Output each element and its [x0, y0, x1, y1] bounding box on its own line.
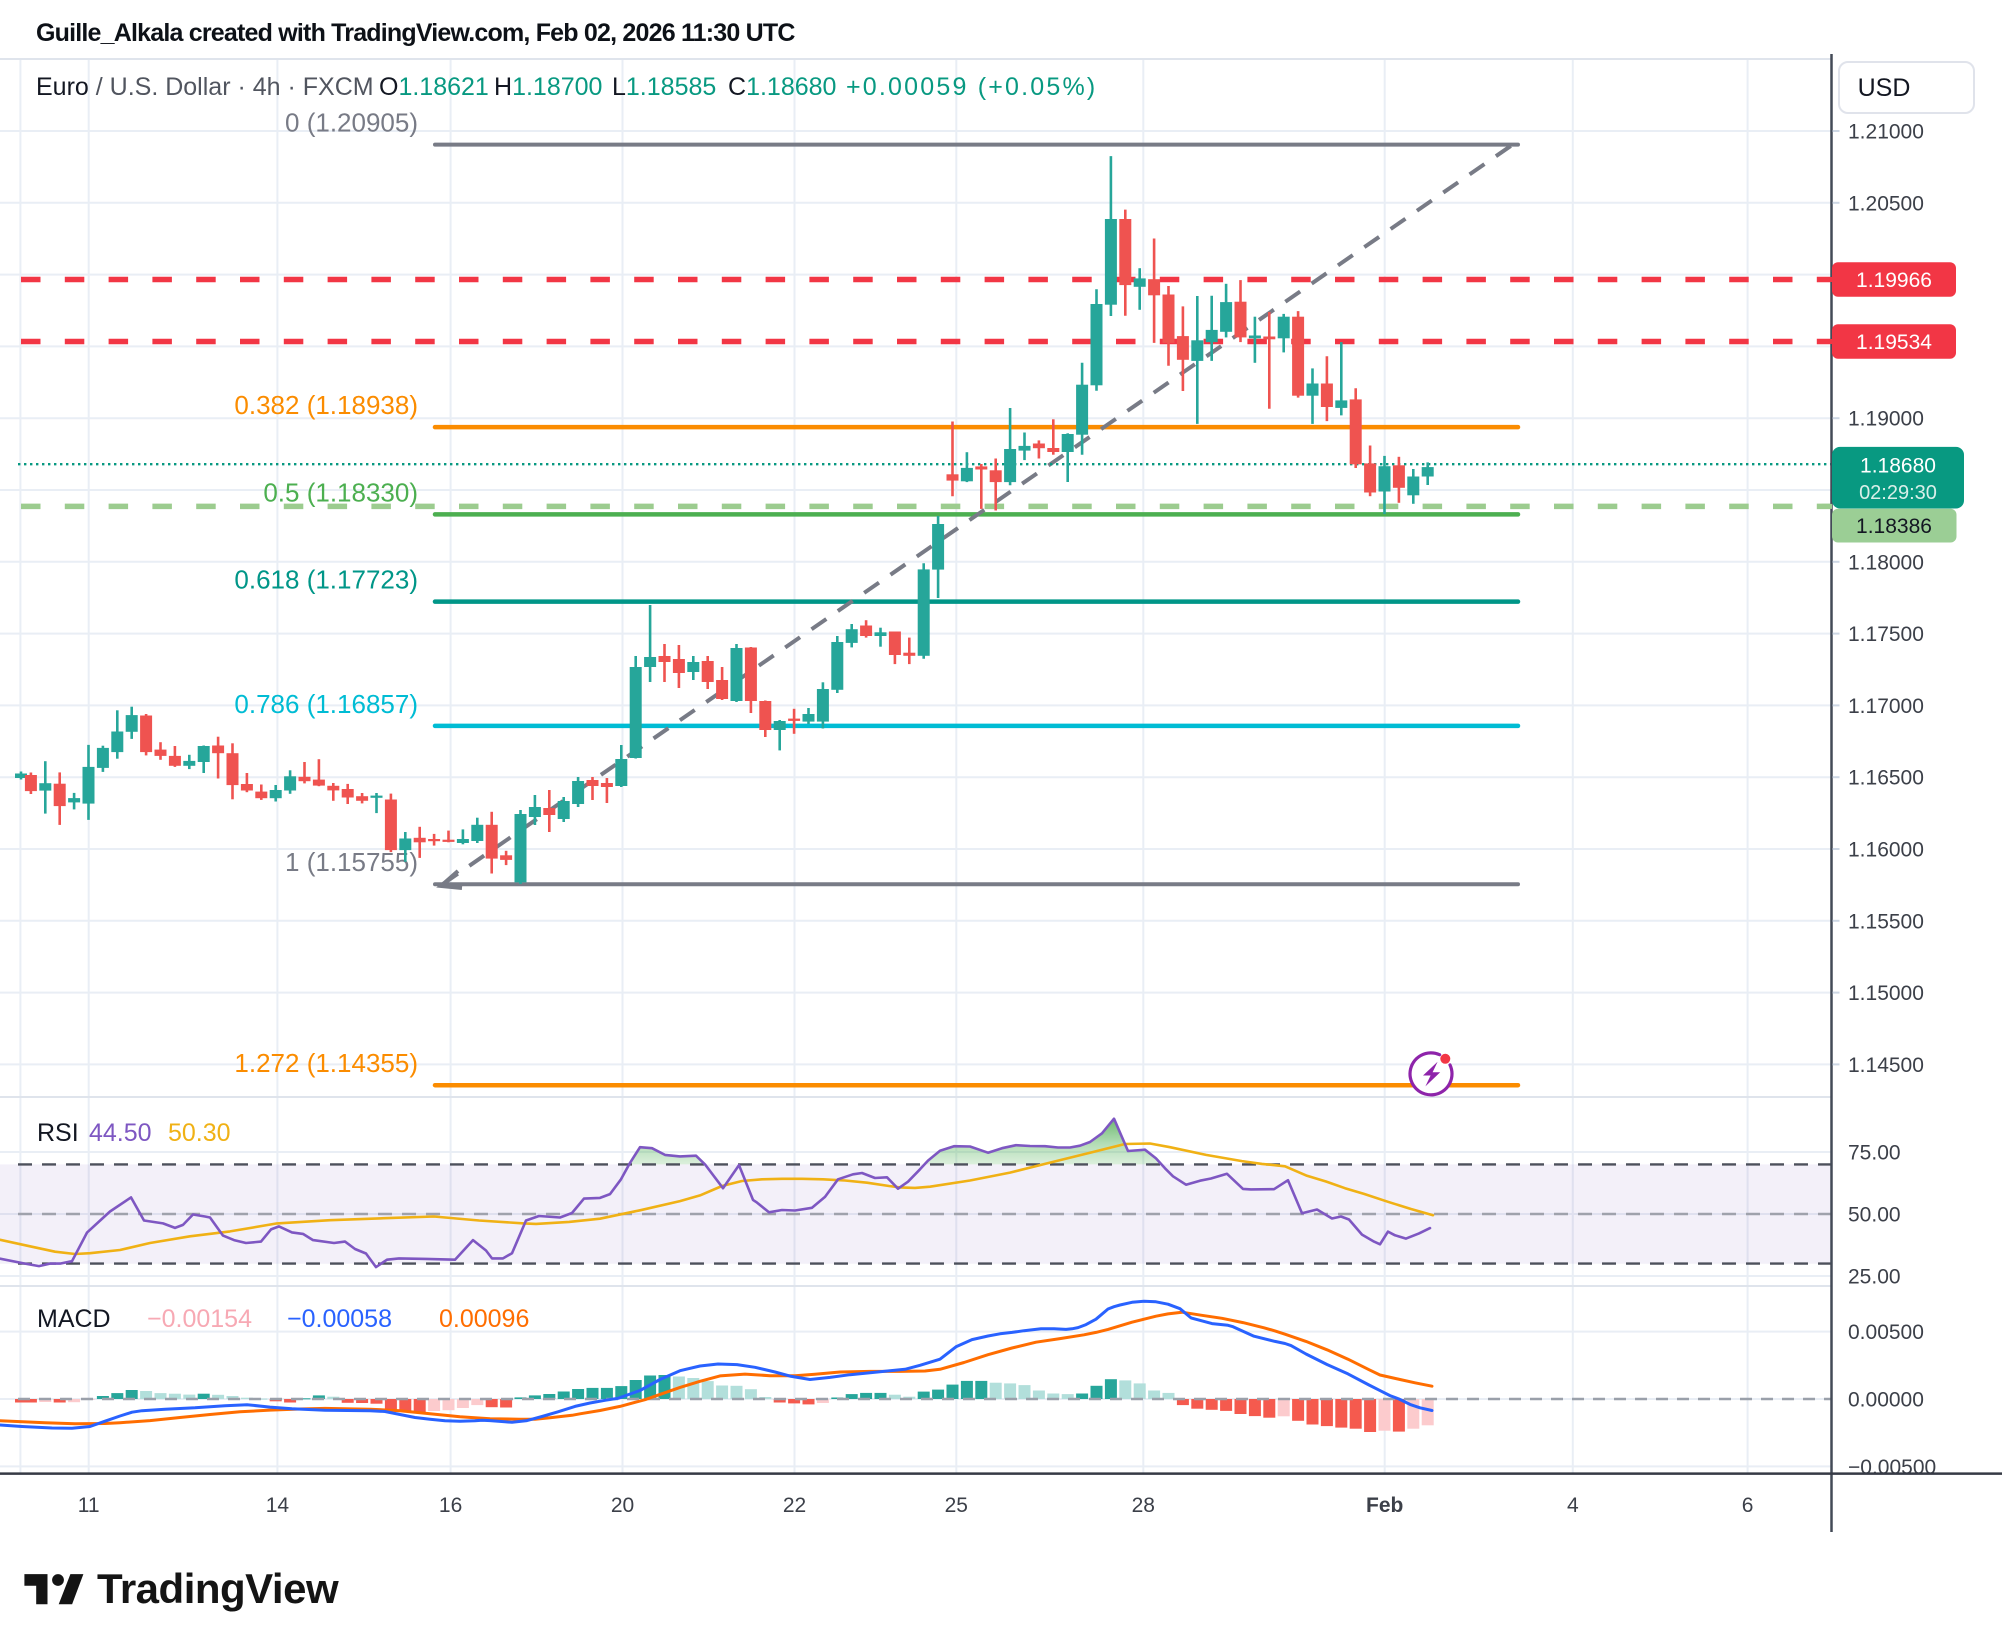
svg-text:0.382 (1.18938): 0.382 (1.18938)	[234, 390, 418, 420]
svg-text:0.00000: 0.00000	[1848, 1389, 1924, 1412]
svg-text:MACD: MACD	[37, 1305, 111, 1333]
svg-text:1.14500: 1.14500	[1848, 1054, 1924, 1077]
svg-text:1.18680: 1.18680	[1860, 455, 1936, 478]
svg-text:−0.00058: −0.00058	[287, 1305, 392, 1333]
svg-text:1.20500: 1.20500	[1848, 192, 1924, 215]
svg-text:Feb: Feb	[1366, 1494, 1403, 1517]
svg-text:50.00: 50.00	[1848, 1204, 1901, 1227]
svg-text:0.618 (1.17723): 0.618 (1.17723)	[234, 565, 418, 595]
svg-text:1.21000: 1.21000	[1848, 121, 1924, 144]
svg-text:44.50: 44.50	[89, 1119, 152, 1147]
svg-text:USD: USD	[1858, 74, 1911, 102]
svg-text:1.16500: 1.16500	[1848, 767, 1924, 790]
svg-text:1.16000: 1.16000	[1848, 839, 1924, 862]
svg-text:75.00: 75.00	[1848, 1142, 1901, 1165]
svg-text:50.30: 50.30	[168, 1119, 231, 1147]
svg-text:1.17500: 1.17500	[1848, 623, 1924, 646]
svg-text:25.00: 25.00	[1848, 1266, 1901, 1289]
svg-text:1.15000: 1.15000	[1848, 982, 1924, 1005]
svg-text:0.786 (1.16857): 0.786 (1.16857)	[234, 689, 418, 719]
svg-text:O1.18621: O1.18621	[379, 73, 489, 101]
svg-text:1.19534: 1.19534	[1856, 331, 1932, 354]
svg-text:C1.18680: C1.18680	[728, 73, 836, 101]
svg-text:Guille_Alkala created with Tra: Guille_Alkala created with TradingView.c…	[36, 19, 795, 47]
svg-text:1 (1.15755): 1 (1.15755)	[285, 847, 418, 877]
svg-text:1.17000: 1.17000	[1848, 695, 1924, 718]
svg-text:14: 14	[266, 1494, 290, 1517]
svg-text:20: 20	[611, 1494, 634, 1517]
svg-text:TradingView: TradingView	[97, 1565, 339, 1612]
svg-text:0.00500: 0.00500	[1848, 1321, 1924, 1344]
svg-text:1.272 (1.14355): 1.272 (1.14355)	[234, 1048, 418, 1078]
svg-text:0.00096: 0.00096	[439, 1305, 529, 1333]
svg-text:1.19966: 1.19966	[1856, 269, 1932, 292]
svg-text:16: 16	[439, 1494, 462, 1517]
svg-text:−0.00154: −0.00154	[147, 1305, 252, 1333]
svg-text:0 (1.20905): 0 (1.20905)	[285, 108, 418, 138]
svg-text:28: 28	[1132, 1494, 1155, 1517]
svg-text:0.5 (1.18330): 0.5 (1.18330)	[263, 477, 418, 507]
svg-text:Euro / U.S. Dollar · 4h · FXCM: Euro / U.S. Dollar · 4h · FXCM	[36, 73, 374, 101]
svg-text:−0.00500: −0.00500	[1848, 1456, 1936, 1479]
svg-text:H1.18700: H1.18700	[494, 73, 602, 101]
svg-text:RSI: RSI	[37, 1119, 79, 1147]
svg-text:02:29:30: 02:29:30	[1859, 482, 1937, 504]
svg-text:22: 22	[783, 1494, 806, 1517]
svg-text:1.18000: 1.18000	[1848, 551, 1924, 574]
svg-text:6: 6	[1742, 1494, 1754, 1517]
svg-text:1.19000: 1.19000	[1848, 408, 1924, 431]
svg-text:1.15500: 1.15500	[1848, 910, 1924, 933]
svg-text:4: 4	[1567, 1494, 1579, 1517]
svg-text:L1.18585: L1.18585	[612, 73, 716, 101]
svg-text:1.18386: 1.18386	[1856, 515, 1932, 538]
svg-text:11: 11	[78, 1494, 100, 1517]
svg-text:+0.00059 (+0.05%): +0.00059 (+0.05%)	[846, 73, 1097, 101]
svg-text:25: 25	[945, 1494, 968, 1517]
